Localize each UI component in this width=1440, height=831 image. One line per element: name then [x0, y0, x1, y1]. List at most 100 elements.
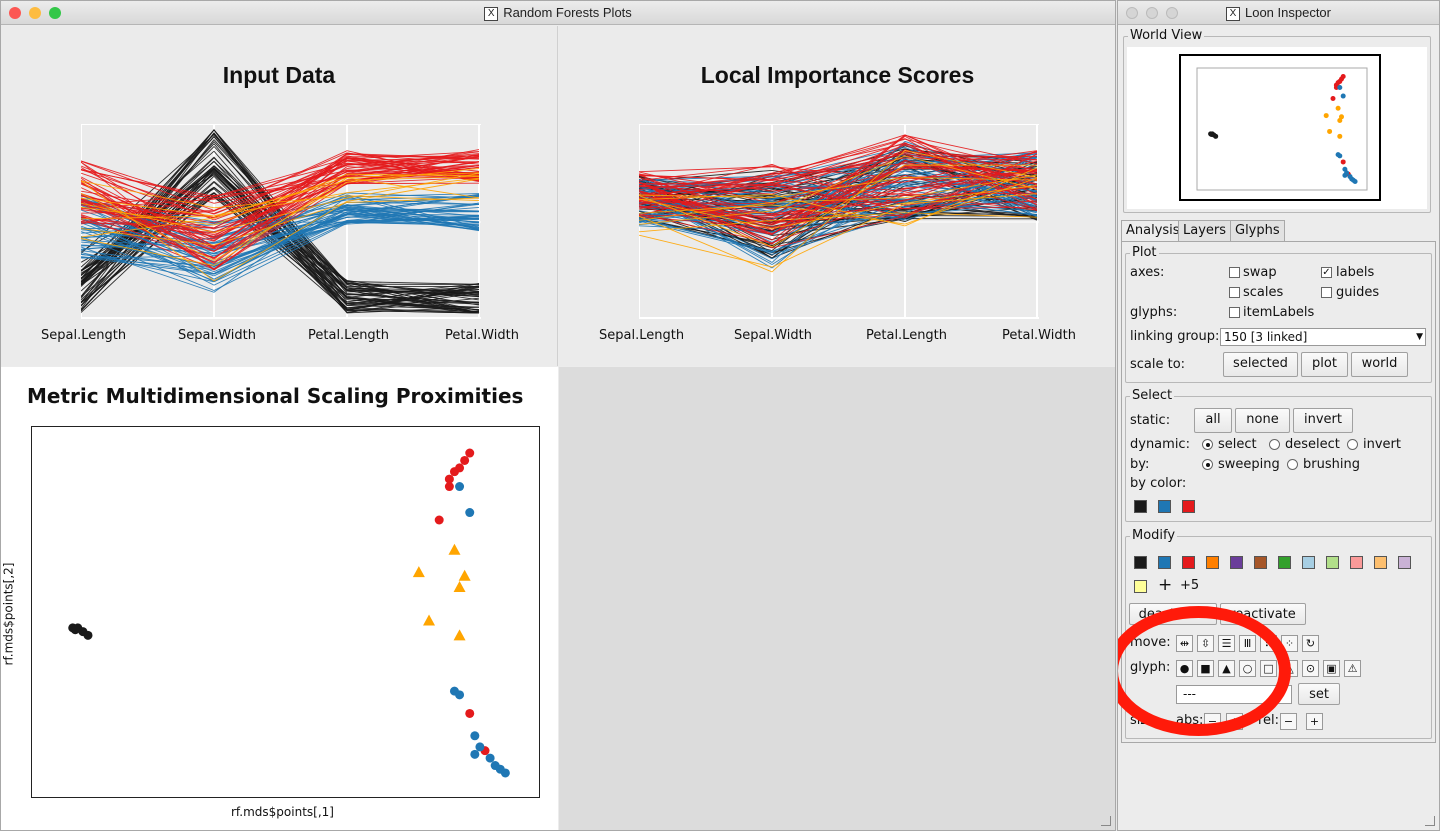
- scale-plot-button[interactable]: plot: [1301, 352, 1348, 377]
- pc-line-virginica: [639, 153, 1038, 197]
- tab-layers[interactable]: Layers: [1178, 220, 1232, 241]
- main-titlebar[interactable]: X Random Forests Plots: [1, 1, 1115, 25]
- labels-checkbox[interactable]: ✓: [1321, 267, 1332, 278]
- world-point-highlight: [1337, 133, 1343, 139]
- select-by-color-swatch[interactable]: [1134, 500, 1147, 513]
- mds-point-versicolor: [500, 768, 510, 778]
- input-data-parallel-coordinates[interactable]: [81, 124, 481, 319]
- dynamic-select-radio[interactable]: [1202, 439, 1213, 450]
- local-importance-panel[interactable]: Local Importance Scores Sepal.Length Sep…: [559, 26, 1115, 366]
- pc-line-highlight: [81, 177, 480, 266]
- modify-color-swatch[interactable]: [1302, 556, 1315, 569]
- pc-line-versicolor: [81, 209, 480, 238]
- select-by-color-swatch[interactable]: [1158, 500, 1171, 513]
- mds-point-versicolor: [470, 749, 480, 759]
- select-all-button[interactable]: all: [1194, 408, 1232, 433]
- modify-color-swatch[interactable]: [1206, 556, 1219, 569]
- scale-to-label: scale to:: [1130, 357, 1186, 372]
- x11-icon: X: [484, 6, 499, 21]
- pc-line-virginica: [81, 153, 480, 218]
- select-by-color-swatch[interactable]: [1182, 500, 1195, 513]
- modify-color-swatch[interactable]: [1278, 556, 1291, 569]
- glyph-csquare-icon[interactable]: ▣: [1323, 660, 1340, 677]
- pc-line-versicolor: [81, 203, 480, 250]
- world-point-setosa: [1213, 133, 1219, 139]
- pc2-axis-label-4: Petal.Width: [1002, 328, 1076, 343]
- select-invert-button[interactable]: invert: [1293, 408, 1353, 433]
- by-sweeping-radio[interactable]: [1202, 459, 1213, 470]
- modify-color-swatch[interactable]: [1230, 556, 1243, 569]
- glyphs-label: glyphs:: [1130, 305, 1178, 320]
- world-point-highlight: [1323, 113, 1329, 119]
- inspector-close-button[interactable]: [1126, 7, 1138, 19]
- modify-color-swatch[interactable]: [1374, 556, 1387, 569]
- inspector-titlebar[interactable]: X Loon Inspector: [1118, 1, 1439, 25]
- mds-scatterplot[interactable]: [31, 426, 540, 798]
- glyph-set-button[interactable]: set: [1298, 683, 1340, 705]
- modify-color-swatch[interactable]: [1182, 556, 1195, 569]
- dynamic-label: dynamic:: [1130, 437, 1190, 452]
- dynamic-invert-radio[interactable]: [1347, 439, 1358, 450]
- item-labels-checkbox[interactable]: [1229, 307, 1240, 318]
- world-point-virginica: [1340, 159, 1346, 165]
- select-group-label: Select: [1130, 388, 1175, 403]
- dynamic-deselect-radio[interactable]: [1269, 439, 1280, 450]
- inspector-maximize-button[interactable]: [1166, 7, 1178, 19]
- select-none-button[interactable]: none: [1235, 408, 1290, 433]
- glyph-ctriangle-icon[interactable]: ⚠: [1344, 660, 1361, 677]
- modify-color-swatch[interactable]: [1326, 556, 1339, 569]
- tab-glyphs[interactable]: Glyphs: [1230, 220, 1285, 241]
- linking-group-select[interactable]: 150 [3 linked] ▼: [1220, 328, 1426, 346]
- modify-color-swatch[interactable]: [1398, 556, 1411, 569]
- inspector-minimize-button[interactable]: [1146, 7, 1158, 19]
- modify-color-swatch[interactable]: [1134, 556, 1147, 569]
- modify-color-swatch[interactable]: [1134, 580, 1147, 593]
- modify-color-swatch[interactable]: [1350, 556, 1363, 569]
- pc-line-versicolor: [81, 214, 480, 269]
- swap-checkbox[interactable]: [1229, 267, 1240, 278]
- by-brushing-radio[interactable]: [1287, 459, 1298, 470]
- pc2-axis-label-3: Petal.Length: [866, 328, 948, 343]
- resize-grip-icon[interactable]: [1101, 816, 1111, 826]
- size-rel-plus-button[interactable]: +: [1306, 713, 1323, 730]
- scale-world-button[interactable]: world: [1351, 352, 1408, 377]
- size-rel-minus-button[interactable]: −: [1280, 713, 1297, 730]
- pc-line-highlight: [639, 193, 1038, 268]
- input-data-panel[interactable]: Input Data Sepal.Length Sepal.Width Peta…: [1, 26, 558, 366]
- empty-panel: [559, 367, 1115, 830]
- input-data-title: Input Data: [222, 62, 336, 88]
- swap-label: swap: [1243, 265, 1277, 280]
- world-point-highlight: [1335, 105, 1341, 111]
- scale-selected-button[interactable]: selected: [1223, 352, 1298, 377]
- pc-line-virginica: [639, 142, 1038, 241]
- plot-group: Plot: [1125, 245, 1432, 383]
- maximize-window-button[interactable]: [49, 7, 61, 19]
- pc-line-highlight: [639, 184, 1038, 229]
- pc1-axis-label-1: Sepal.Length: [41, 328, 127, 343]
- static-label: static:: [1130, 413, 1171, 428]
- glyph-ccircle-icon[interactable]: ⊙: [1302, 660, 1319, 677]
- pc-line-virginica: [81, 160, 480, 215]
- more-colors-label[interactable]: +5: [1180, 578, 1200, 593]
- local-importance-parallel-coordinates[interactable]: [639, 124, 1039, 319]
- world-view-canvas[interactable]: [1127, 47, 1427, 209]
- scales-label: scales: [1243, 285, 1284, 300]
- world-point-highlight: [1327, 128, 1333, 134]
- move-reset-icon[interactable]: ↻: [1302, 635, 1319, 652]
- pc-line-highlight: [639, 150, 1038, 273]
- guides-checkbox[interactable]: [1321, 287, 1332, 298]
- mds-point-virginica: [444, 482, 454, 492]
- scales-checkbox[interactable]: [1229, 287, 1240, 298]
- tab-analysis[interactable]: Analysis: [1121, 220, 1185, 242]
- main-window-title: Random Forests Plots: [503, 5, 632, 20]
- mds-point-virginica: [444, 474, 454, 484]
- close-window-button[interactable]: [9, 7, 21, 19]
- mds-point-highlight: [458, 569, 471, 581]
- pc-line-virginica: [81, 154, 480, 240]
- modify-color-swatch[interactable]: [1158, 556, 1171, 569]
- resize-grip-icon[interactable]: [1425, 816, 1435, 826]
- modify-color-swatch[interactable]: [1254, 556, 1267, 569]
- minimize-window-button[interactable]: [29, 7, 41, 19]
- add-color-icon[interactable]: +: [1158, 575, 1173, 595]
- mds-panel[interactable]: Metric Multidimensional Scaling Proximit…: [1, 367, 558, 830]
